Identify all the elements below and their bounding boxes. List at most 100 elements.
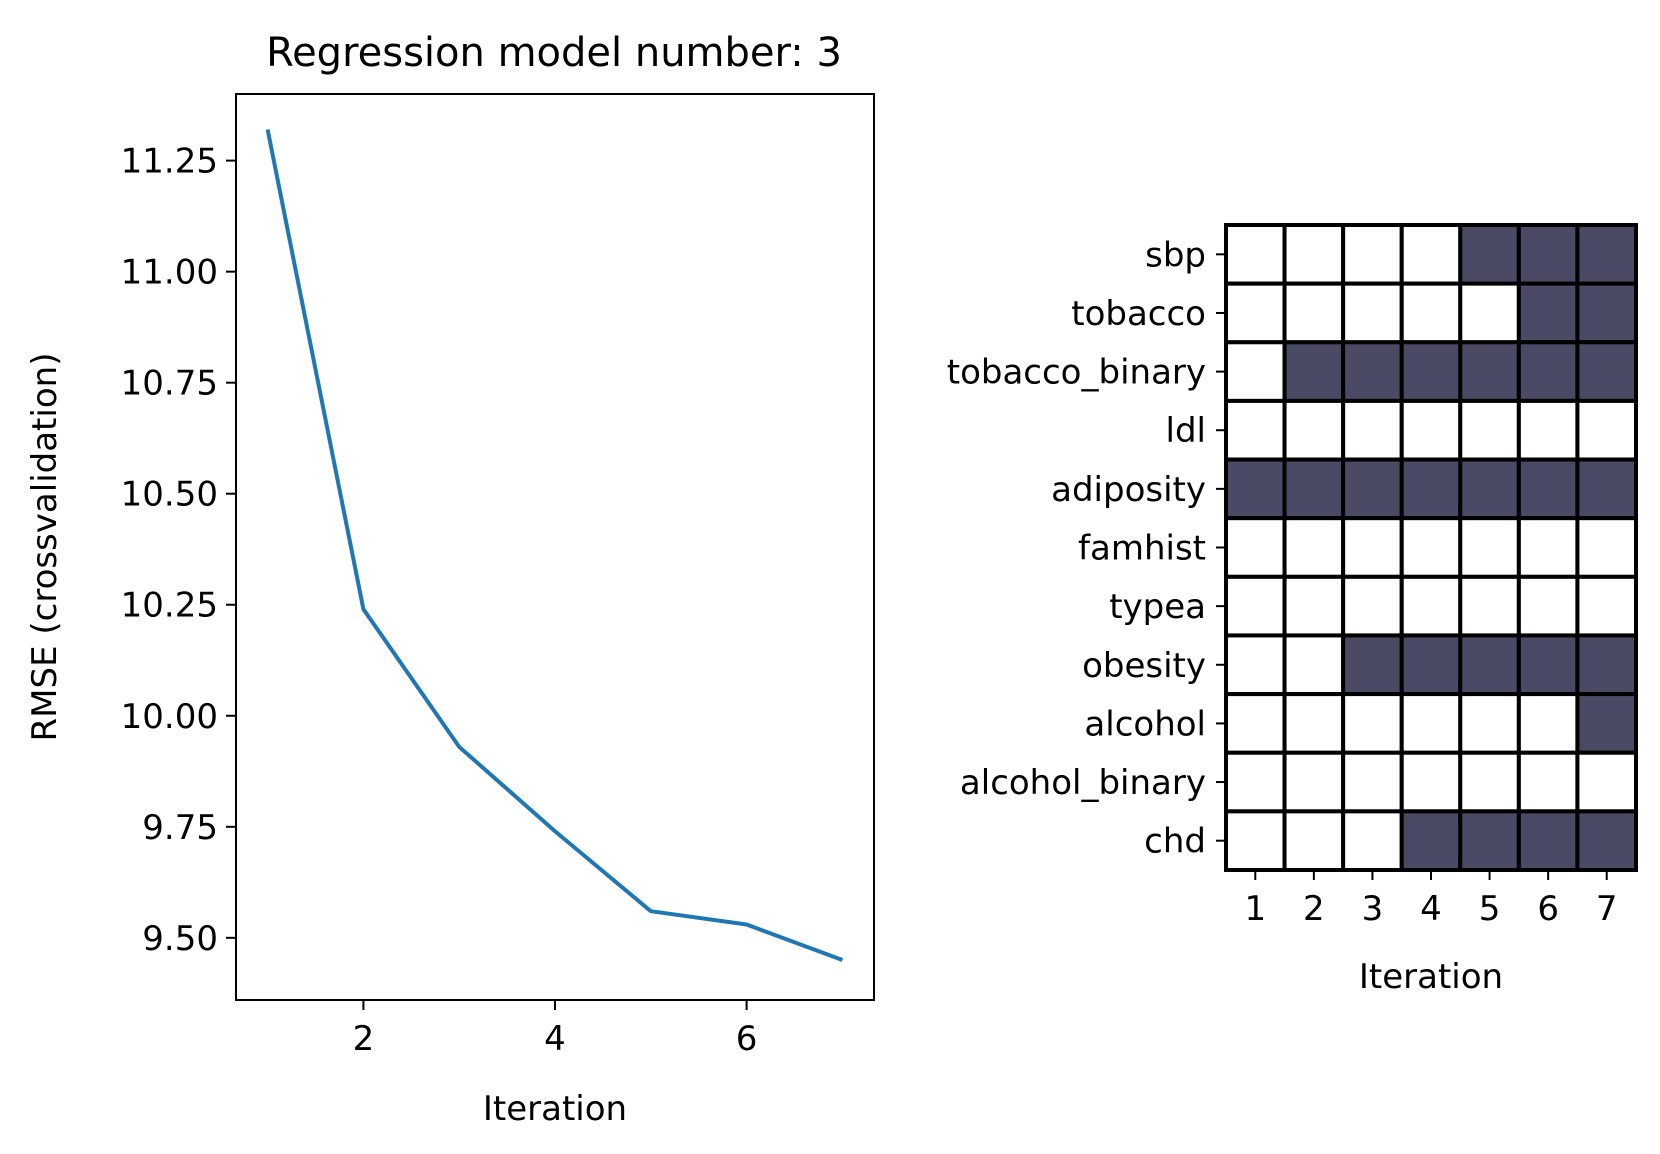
heatmap-cell-selected (1224, 457, 1287, 521)
heatmap-cell-selected (1282, 457, 1346, 521)
x-tick-label: 6 (736, 1019, 758, 1059)
y-tick-label: 9.75 (142, 808, 218, 848)
heatmap-cell-unselected (1341, 692, 1404, 755)
heatmap-cell-unselected (1399, 516, 1463, 579)
heatmap-cell-unselected (1399, 223, 1463, 286)
heatmap-cell-unselected (1516, 516, 1580, 579)
heatmap-cell-unselected (1224, 223, 1287, 286)
heatmap-cell-unselected (1282, 516, 1346, 579)
heatmap-cell-selected (1575, 340, 1639, 403)
heatmap-cell-selected (1516, 809, 1580, 873)
heatmap-cell-unselected (1224, 340, 1287, 403)
row-label: ldl (1166, 411, 1206, 451)
heatmap-cell-unselected (1341, 516, 1404, 579)
heatmap-cell-selected (1399, 633, 1463, 697)
row-label: obesity (1082, 646, 1206, 686)
heatmap-cell-selected (1458, 809, 1521, 873)
y-tick-label: 9.50 (142, 919, 218, 959)
line-chart-y-ticks: 9.50 9.75 10.00 10.25 10.50 10.75 11.00 11.25 (121, 142, 236, 959)
heatmap-cell-unselected (1282, 633, 1346, 697)
y-tick-label: 10.50 (121, 475, 218, 515)
column-tick-label: 6 (1537, 889, 1559, 929)
column-tick-label: 1 (1244, 889, 1266, 929)
heatmap-cell-unselected (1224, 574, 1287, 638)
row-label: alcohol (1084, 704, 1206, 744)
heatmap-cell-unselected (1341, 398, 1404, 462)
heatmap-cell-unselected (1458, 574, 1521, 638)
column-tick-label: 7 (1596, 889, 1618, 929)
heatmap-cell-unselected (1399, 398, 1463, 462)
heatmap-cell-unselected (1341, 809, 1404, 873)
y-tick-label: 10.25 (121, 586, 218, 626)
heatmap-cell-selected (1516, 457, 1580, 521)
heatmap-cell-unselected (1458, 281, 1521, 345)
heatmap-cell-unselected (1282, 398, 1346, 462)
y-tick-label: 10.00 (121, 697, 218, 737)
heatmap-cell-selected (1575, 457, 1639, 521)
line-chart-series (265, 129, 844, 962)
y-tick-label: 10.75 (121, 364, 218, 404)
heatmap-cell-unselected (1458, 750, 1521, 814)
heatmap-cell-unselected (1458, 516, 1521, 579)
column-tick-label: 3 (1362, 889, 1384, 929)
heatmap-cell-selected (1458, 223, 1521, 286)
heatmap-cell-unselected (1516, 398, 1580, 462)
heatmap-cell-selected (1575, 809, 1639, 873)
heatmap-cell-selected (1341, 457, 1404, 521)
row-label: sbp (1145, 235, 1206, 275)
heatmap-cell-selected (1516, 281, 1580, 345)
heatmap-cell-selected (1399, 457, 1463, 521)
heatmap-cells (1224, 223, 1639, 873)
line-chart-x-ticks: 2 4 6 (353, 1000, 758, 1059)
heatmap-cell-selected (1341, 633, 1404, 697)
heatmap-cell-unselected (1282, 750, 1346, 814)
row-label: tobacco (1071, 294, 1206, 334)
heatmap-cell-unselected (1341, 223, 1404, 286)
heatmap-cell-selected (1516, 223, 1580, 286)
heatmap-cell-selected (1516, 340, 1580, 403)
heatmap-cell-unselected (1458, 398, 1521, 462)
heatmap-cell-selected (1575, 223, 1639, 286)
heatmap-cell-unselected (1282, 692, 1346, 755)
heatmap-cell-unselected (1224, 281, 1287, 345)
heatmap-cell-unselected (1341, 750, 1404, 814)
heatmap-cell-selected (1341, 340, 1404, 403)
line-chart-title: Regression model number: 3 (266, 30, 842, 76)
y-tick-label: 11.00 (121, 253, 218, 293)
column-tick-label: 5 (1479, 889, 1501, 929)
heatmap-cell-unselected (1282, 574, 1346, 638)
heatmap-cell-unselected (1224, 516, 1287, 579)
line-chart-x-axis-label: Iteration (483, 1089, 627, 1129)
heatmap-cell-unselected (1399, 692, 1463, 755)
heatmap-cell-unselected (1575, 750, 1639, 814)
y-tick-label: 11.25 (121, 142, 218, 182)
heatmap-cell-selected (1282, 340, 1346, 403)
heatmap-cell-selected (1458, 457, 1521, 521)
line-chart-y-axis-label: RMSE (crossvalidation) (25, 353, 65, 742)
heatmap-cell-unselected (1224, 692, 1287, 755)
row-label: typea (1109, 587, 1206, 627)
heatmap-cell-unselected (1458, 692, 1521, 755)
column-tick-label: 2 (1303, 889, 1325, 929)
heatmap-cell-unselected (1399, 574, 1463, 638)
heatmap-cell-unselected (1575, 516, 1639, 579)
heatmap-cell-unselected (1341, 281, 1404, 345)
heatmap-cell-unselected (1224, 809, 1287, 873)
heatmap-cell-selected (1575, 633, 1639, 697)
heatmap-cell-selected (1399, 340, 1463, 403)
heatmap-cell-selected (1399, 809, 1463, 873)
heatmap-cell-selected (1458, 340, 1521, 403)
heatmap-cell-unselected (1224, 633, 1287, 697)
heatmap-cell-unselected (1575, 398, 1639, 462)
row-label: adiposity (1051, 470, 1206, 510)
heatmap-cell-unselected (1282, 281, 1346, 345)
heatmap-cell-unselected (1224, 398, 1287, 462)
heatmap-cell-unselected (1282, 809, 1346, 873)
line-chart: Regression model number: 3 9.50 9.75 10.00… (25, 30, 875, 1129)
heatmap-cell-unselected (1399, 281, 1463, 345)
heatmap-cell-unselected (1575, 574, 1639, 638)
